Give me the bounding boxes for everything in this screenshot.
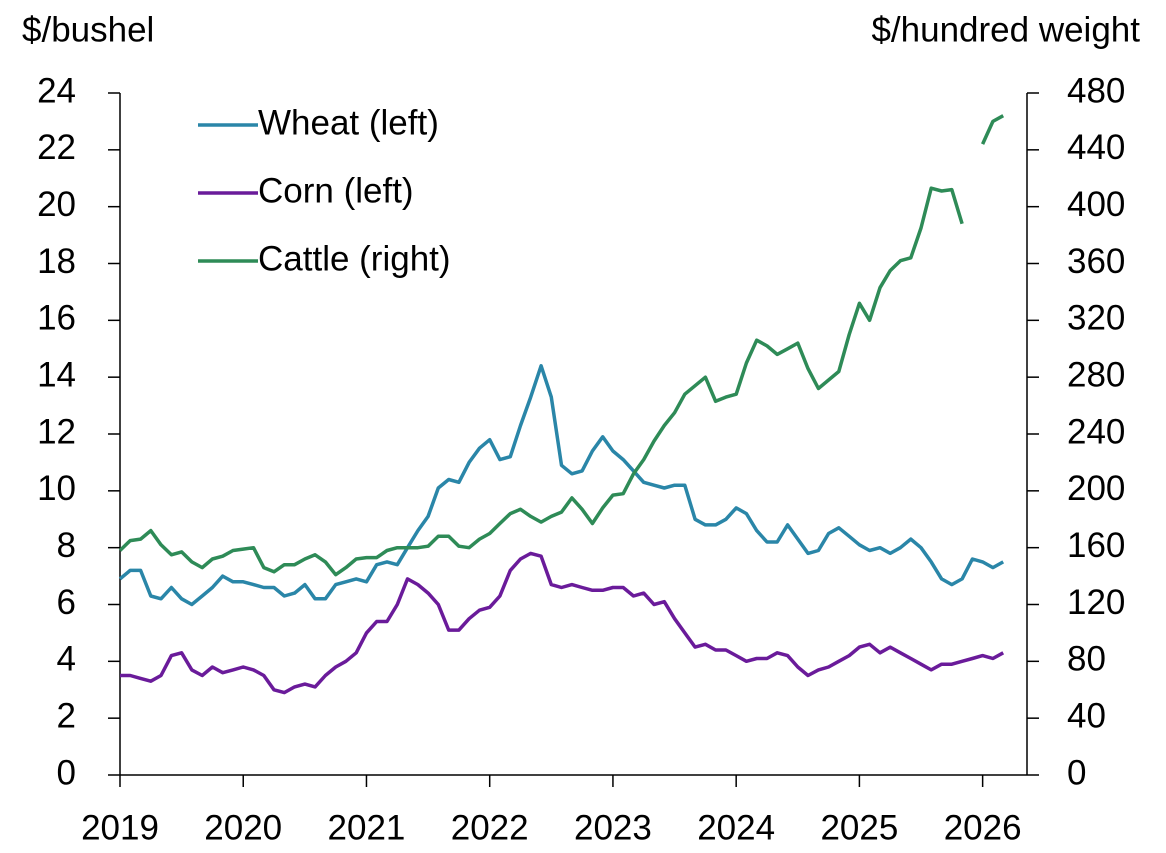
y-tick-label: 2: [57, 696, 76, 735]
series-line: [118, 364, 1005, 607]
y2-tick-label: 120: [1067, 583, 1125, 622]
x-tick-label: 2020: [204, 808, 282, 847]
series-line: [120, 551, 1005, 695]
y2-tick-label: 280: [1067, 355, 1125, 394]
legend-label: Corn (left): [258, 171, 414, 210]
y-tick-label: 18: [37, 242, 76, 281]
x-tick-label: 2023: [574, 808, 652, 847]
y-tick-label: 10: [37, 469, 76, 508]
x-tick-label: 2025: [820, 808, 898, 847]
y-tick-label: 6: [57, 583, 76, 622]
y-tick-label: 22: [37, 128, 76, 167]
legend-label: Wheat (left): [258, 103, 439, 142]
y2-tick-label: 320: [1067, 299, 1125, 338]
y2-tick-label: 400: [1067, 185, 1125, 224]
y-tick-label: 16: [37, 299, 76, 338]
y2-tick-label: 240: [1067, 412, 1125, 451]
y-tick-label: 0: [57, 753, 76, 792]
y-axis-label: $/bushel: [22, 10, 154, 49]
y2-tick-label: 200: [1067, 469, 1125, 508]
y-tick-label: 12: [37, 412, 76, 451]
y-tick-label: 20: [37, 185, 76, 224]
y2-tick-label: 160: [1067, 526, 1125, 565]
y2-tick-label: 360: [1067, 242, 1125, 281]
x-tick-label: 2024: [697, 808, 775, 847]
y-tick-label: 14: [37, 355, 76, 394]
y-tick-label: 8: [57, 526, 76, 565]
y2-tick-label: 0: [1067, 753, 1086, 792]
y2-axis-label: $/hundred weight: [871, 10, 1140, 49]
y-tick-label: 24: [37, 71, 76, 110]
y-tick-label: 4: [57, 640, 76, 679]
x-tick-label: 2021: [328, 808, 406, 847]
y2-tick-label: 80: [1067, 640, 1106, 679]
x-tick-label: 2019: [81, 808, 159, 847]
y2-tick-label: 440: [1067, 128, 1125, 167]
x-tick-label: 2026: [944, 808, 1022, 847]
x-tick-label: 2022: [451, 808, 529, 847]
y2-tick-label: 40: [1067, 696, 1106, 735]
legend-label: Cattle (right): [258, 239, 451, 278]
y2-tick-label: 480: [1067, 71, 1125, 110]
series-line: [118, 114, 1005, 577]
